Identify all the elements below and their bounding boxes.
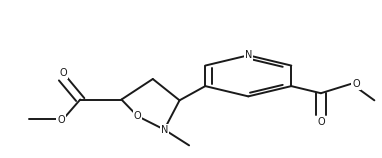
- Text: O: O: [57, 115, 65, 125]
- Text: O: O: [134, 111, 141, 121]
- Text: N: N: [160, 125, 168, 135]
- Text: O: O: [352, 79, 360, 89]
- Text: O: O: [317, 117, 325, 127]
- Text: O: O: [59, 68, 67, 78]
- Text: N: N: [244, 50, 252, 60]
